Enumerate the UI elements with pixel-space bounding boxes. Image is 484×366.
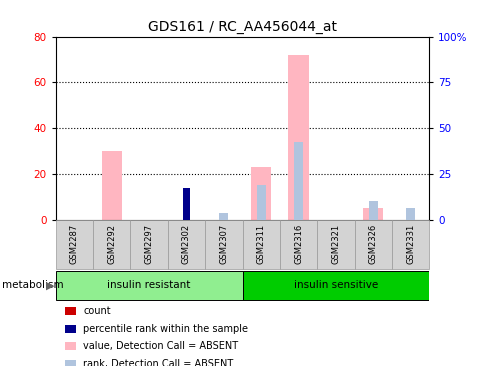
- Bar: [182, 187, 190, 220]
- Bar: [287, 55, 308, 220]
- Bar: [362, 208, 383, 220]
- Bar: [219, 213, 228, 220]
- Text: GSM2292: GSM2292: [107, 224, 116, 264]
- Text: value, Detection Call = ABSENT: value, Detection Call = ABSENT: [83, 341, 238, 351]
- FancyBboxPatch shape: [56, 270, 242, 300]
- Bar: [293, 142, 302, 220]
- Text: insulin sensitive: insulin sensitive: [293, 280, 377, 291]
- Text: GSM2331: GSM2331: [405, 224, 414, 264]
- Bar: [101, 151, 122, 220]
- Text: GSM2311: GSM2311: [256, 224, 265, 264]
- Text: GSM2307: GSM2307: [219, 224, 228, 264]
- Bar: [250, 167, 271, 220]
- FancyBboxPatch shape: [391, 220, 428, 269]
- Text: count: count: [83, 306, 111, 316]
- Title: GDS161 / RC_AA456044_at: GDS161 / RC_AA456044_at: [148, 20, 336, 34]
- Text: metabolism: metabolism: [2, 280, 64, 291]
- Text: GSM2326: GSM2326: [368, 224, 377, 264]
- FancyBboxPatch shape: [56, 220, 93, 269]
- FancyBboxPatch shape: [167, 220, 205, 269]
- Bar: [256, 185, 265, 220]
- FancyBboxPatch shape: [242, 220, 279, 269]
- Text: insulin resistant: insulin resistant: [107, 280, 190, 291]
- FancyBboxPatch shape: [317, 220, 354, 269]
- Text: rank, Detection Call = ABSENT: rank, Detection Call = ABSENT: [83, 359, 233, 366]
- FancyBboxPatch shape: [242, 270, 428, 300]
- Text: GSM2297: GSM2297: [144, 224, 153, 264]
- Text: GSM2316: GSM2316: [293, 224, 302, 264]
- Bar: [182, 192, 190, 220]
- Text: GSM2287: GSM2287: [70, 224, 79, 264]
- FancyBboxPatch shape: [279, 220, 317, 269]
- FancyBboxPatch shape: [130, 220, 167, 269]
- FancyBboxPatch shape: [354, 220, 391, 269]
- Text: GSM2321: GSM2321: [331, 224, 340, 264]
- Bar: [368, 201, 377, 220]
- FancyBboxPatch shape: [205, 220, 242, 269]
- Text: GSM2302: GSM2302: [182, 224, 191, 264]
- Bar: [405, 208, 414, 220]
- FancyBboxPatch shape: [93, 220, 130, 269]
- Text: ▶: ▶: [46, 280, 55, 291]
- Text: percentile rank within the sample: percentile rank within the sample: [83, 324, 248, 334]
